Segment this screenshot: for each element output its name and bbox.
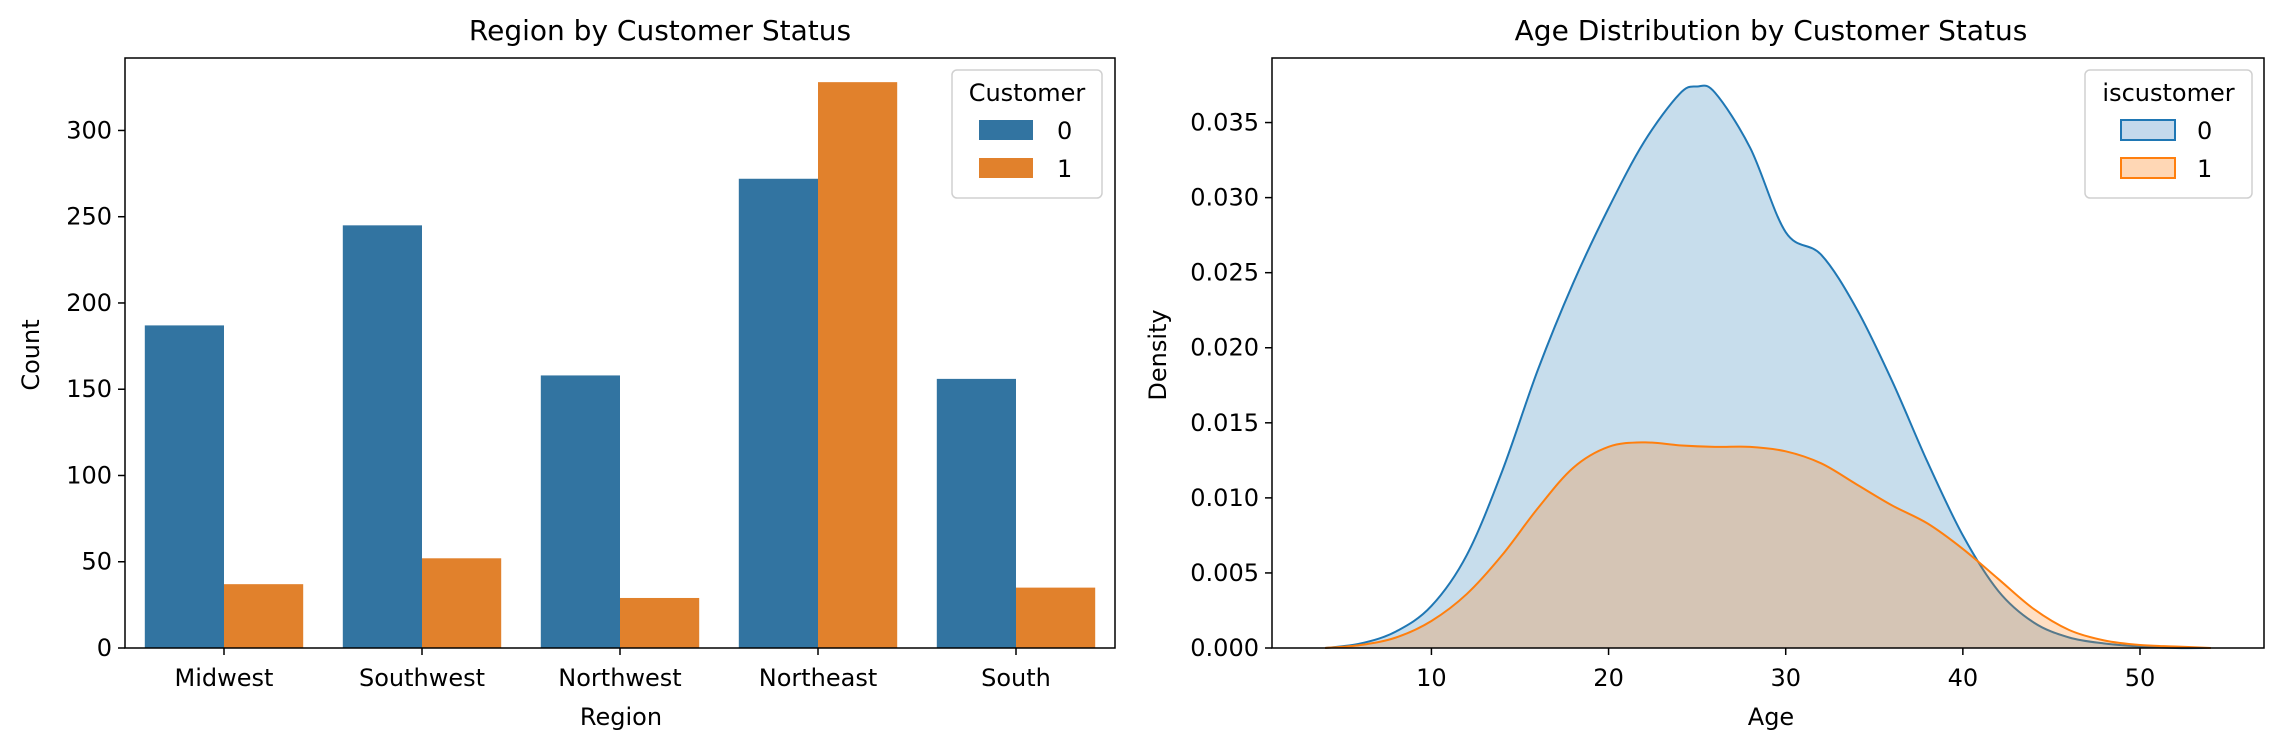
y-tick-label: 0.025 — [1190, 259, 1259, 287]
bar-midwest-customer-0 — [144, 325, 224, 648]
x-tick-label: 20 — [1593, 664, 1624, 692]
y-tick-label: 100 — [66, 461, 112, 489]
axes-frame — [124, 57, 1116, 649]
legend-swatch — [979, 158, 1033, 178]
bar-northwest-customer-0 — [540, 375, 620, 648]
y-tick-label: 0 — [97, 634, 112, 662]
bar-south-customer-0 — [936, 378, 1016, 648]
x-axis-label: Region — [580, 703, 662, 731]
x-tick-label: 40 — [1948, 664, 1979, 692]
bar-northeast-customer-0 — [738, 178, 818, 648]
y-tick-label: 0.035 — [1190, 109, 1259, 137]
plot-area: 10 20 30 40 500.0000.0050.0100.0150.0200.025… — [1190, 57, 2265, 692]
x-tick-label: Northwest — [558, 664, 681, 692]
bar-chart-region: Region by Customer Status Midwest Southwe… — [17, 14, 1116, 731]
plot-area: Midwest Southwest Northwest Northeast South 0… — [66, 57, 1116, 692]
y-tick-label: 150 — [66, 375, 112, 403]
x-tick-label: Southwest — [359, 664, 485, 692]
legend-swatch — [979, 120, 1033, 140]
bar-northeast-customer-1 — [818, 82, 898, 649]
x-tick-label: Midwest — [175, 664, 274, 692]
chart-title: Region by Customer Status — [469, 14, 851, 47]
legend: Customer 0 1 — [951, 69, 1103, 199]
legend-title: iscustomer — [2102, 79, 2234, 107]
bar-northwest-customer-1 — [620, 597, 700, 648]
legend-label: 1 — [1057, 155, 1072, 183]
bar-south-customer-1 — [1016, 587, 1096, 648]
y-tick-label: 50 — [81, 548, 112, 576]
chart-title: Age Distribution by Customer Status — [1515, 14, 2028, 47]
kde-area-customer-0 — [1325, 85, 2211, 649]
kde-line-customer-0 — [1325, 84, 2211, 650]
legend-label: 0 — [1057, 117, 1072, 145]
kde-chart-age: Age Distribution by Customer Status 10 20… — [1144, 14, 2265, 731]
y-tick-label: 0.000 — [1190, 634, 1259, 662]
y-tick-label: 0.005 — [1190, 559, 1259, 587]
legend-label: 0 — [2197, 117, 2212, 145]
axes-frame — [1271, 57, 2265, 649]
y-axis-label: Count — [17, 319, 45, 390]
x-tick-label: 30 — [1770, 664, 1801, 692]
legend-swatch — [2120, 119, 2176, 141]
y-tick-label: 300 — [66, 116, 112, 144]
x-tick-label: South — [981, 664, 1051, 692]
legend: iscustomer 0 1 — [2084, 69, 2253, 199]
legend-title: Customer — [969, 79, 1086, 107]
y-tick-label: 0.010 — [1190, 484, 1259, 512]
y-tick-label: 250 — [66, 203, 112, 231]
x-tick-label: 50 — [2125, 664, 2156, 692]
x-axis-label: Age — [1748, 703, 1794, 731]
legend-label: 1 — [2197, 155, 2212, 183]
bar-southwest-customer-0 — [342, 225, 422, 649]
legend-swatch — [2120, 157, 2176, 179]
bar-southwest-customer-1 — [422, 558, 502, 648]
y-tick-label: 200 — [66, 289, 112, 317]
y-tick-label: 0.020 — [1190, 334, 1259, 362]
y-tick-label: 0.030 — [1190, 184, 1259, 212]
kde-line-customer-1 — [1325, 441, 2211, 649]
x-tick-label: Northeast — [759, 664, 878, 692]
y-tick-label: 0.015 — [1190, 409, 1259, 437]
y-axis-label: Density — [1144, 309, 1172, 400]
x-tick-label: 10 — [1416, 664, 1447, 692]
bar-midwest-customer-1 — [224, 584, 304, 648]
kde-area-customer-1 — [1325, 442, 2211, 648]
